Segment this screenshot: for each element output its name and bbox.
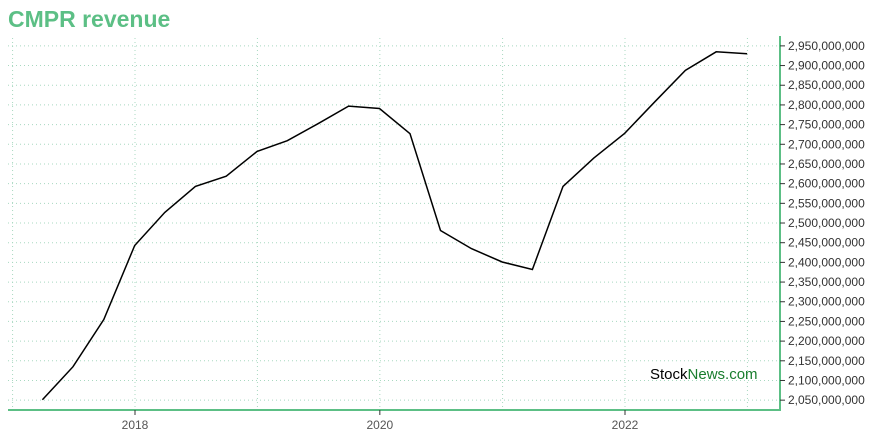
x-tick-label: 2018: [122, 418, 149, 432]
y-tick-label: 2,500,000,000: [788, 216, 865, 230]
x-tick-label: 2020: [366, 418, 393, 432]
y-tick-label: 2,900,000,000: [788, 59, 865, 73]
watermark-stock: Stock: [650, 366, 688, 383]
data-points: [42, 52, 747, 400]
y-axis-ticks: 2,050,000,000 2,100,000,000 2,150,000,000 2…: [780, 39, 865, 407]
y-tick-label: 2,150,000,000: [788, 354, 865, 368]
y-tick-label: 2,200,000,000: [788, 334, 865, 348]
watermark: StockNews.com: [650, 366, 758, 383]
y-tick-label: 2,300,000,000: [788, 295, 865, 309]
y-tick-label: 2,600,000,000: [788, 177, 865, 191]
chart-title: CMPR revenue: [8, 6, 171, 32]
y-tick-label: 2,750,000,000: [788, 118, 865, 132]
y-tick-label: 2,450,000,000: [788, 236, 865, 250]
watermark-news: News: [688, 366, 726, 383]
revenue-series-line: [41, 51, 748, 401]
y-tick-label: 2,400,000,000: [788, 255, 865, 269]
y-tick-label: 2,650,000,000: [788, 157, 865, 171]
y-tick-label: 2,550,000,000: [788, 196, 865, 210]
y-tick-label: 2,350,000,000: [788, 275, 865, 289]
x-axis-ticks: 2018 2020 2022: [122, 410, 639, 432]
y-tick-label: 2,850,000,000: [788, 78, 865, 92]
y-tick-label: 2,800,000,000: [788, 98, 865, 112]
y-tick-label: 2,100,000,000: [788, 373, 865, 387]
y-tick-label: 2,700,000,000: [788, 137, 865, 151]
y-tick-label: 2,050,000,000: [788, 393, 865, 407]
x-tick-label: 2022: [612, 418, 639, 432]
vertical-gridlines: [12, 38, 748, 410]
y-tick-label: 2,250,000,000: [788, 314, 865, 328]
horizontal-gridlines: [8, 45, 780, 401]
y-tick-label: 2,950,000,000: [788, 39, 865, 53]
watermark-com: .com: [725, 366, 758, 383]
